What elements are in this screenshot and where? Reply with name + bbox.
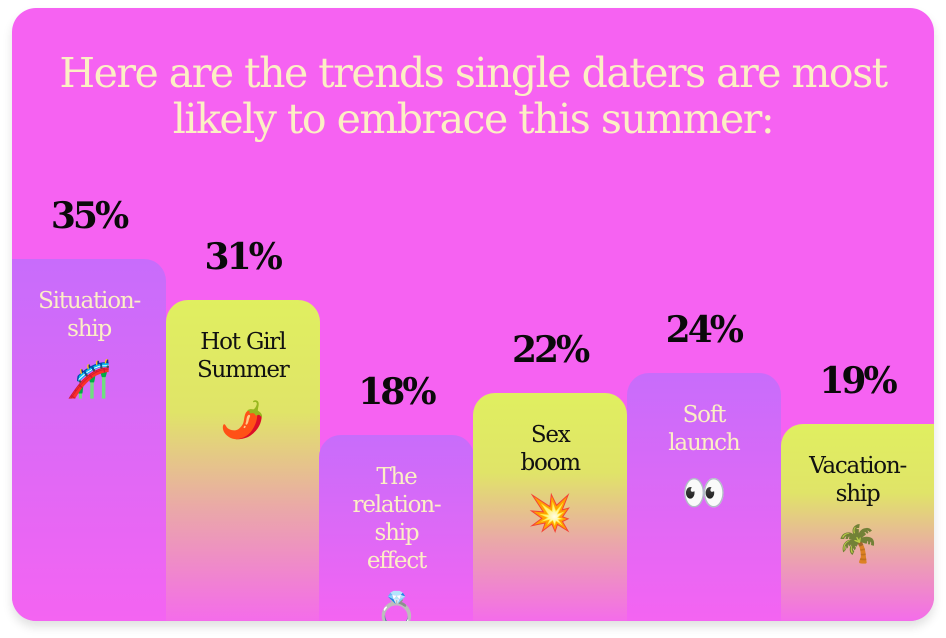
bar-category-label: The relation-ship effect bbox=[352, 463, 442, 574]
bar-hot-girl-summer: Hot Girl Summer 🌶️ bbox=[165, 300, 320, 621]
bar-category-label: Vacation-ship bbox=[809, 453, 907, 508]
infographic-card: Here are the trends single daters are mo… bbox=[12, 8, 934, 621]
data-label: 24% bbox=[665, 308, 744, 351]
bar-category-label: Situation-ship bbox=[38, 287, 141, 342]
data-label: 19% bbox=[819, 360, 897, 403]
bar-the-relation-ship-effect: The relation-ship effect 💍 bbox=[319, 434, 474, 621]
bar-soft-launch: Soft launch 👀 bbox=[626, 372, 781, 621]
collision-icon: 💥 bbox=[527, 493, 573, 534]
bar-vacation-ship: Vacation-ship 🌴 bbox=[780, 424, 934, 621]
data-label: 31% bbox=[204, 236, 283, 279]
data-label: 18% bbox=[358, 370, 436, 413]
bar-area: Situation-ship 🎢 35% Hot Girl Summer 🌶️ 31% The… bbox=[12, 8, 934, 621]
bar-category-label: Hot Girl Summer bbox=[196, 329, 290, 384]
eyes-icon: 👀 bbox=[681, 472, 727, 513]
ring-icon: 💍 bbox=[374, 590, 419, 621]
chili-pepper-icon: 🌶️ bbox=[220, 400, 266, 441]
data-label: 35% bbox=[50, 194, 129, 237]
roller-coaster-icon: 🎢 bbox=[66, 358, 112, 399]
data-label: 22% bbox=[511, 329, 590, 372]
bar-sex-boom: Sex boom 💥 bbox=[473, 393, 628, 621]
bar-category-label: Sex boom bbox=[520, 422, 581, 477]
bar-situation-ship: Situation-ship 🎢 bbox=[12, 258, 167, 621]
bar-category-label: Soft launch bbox=[668, 401, 740, 456]
chart-title: Here are the trends single daters are mo… bbox=[59, 49, 888, 143]
palm-tree-icon: 🌴 bbox=[835, 524, 880, 565]
